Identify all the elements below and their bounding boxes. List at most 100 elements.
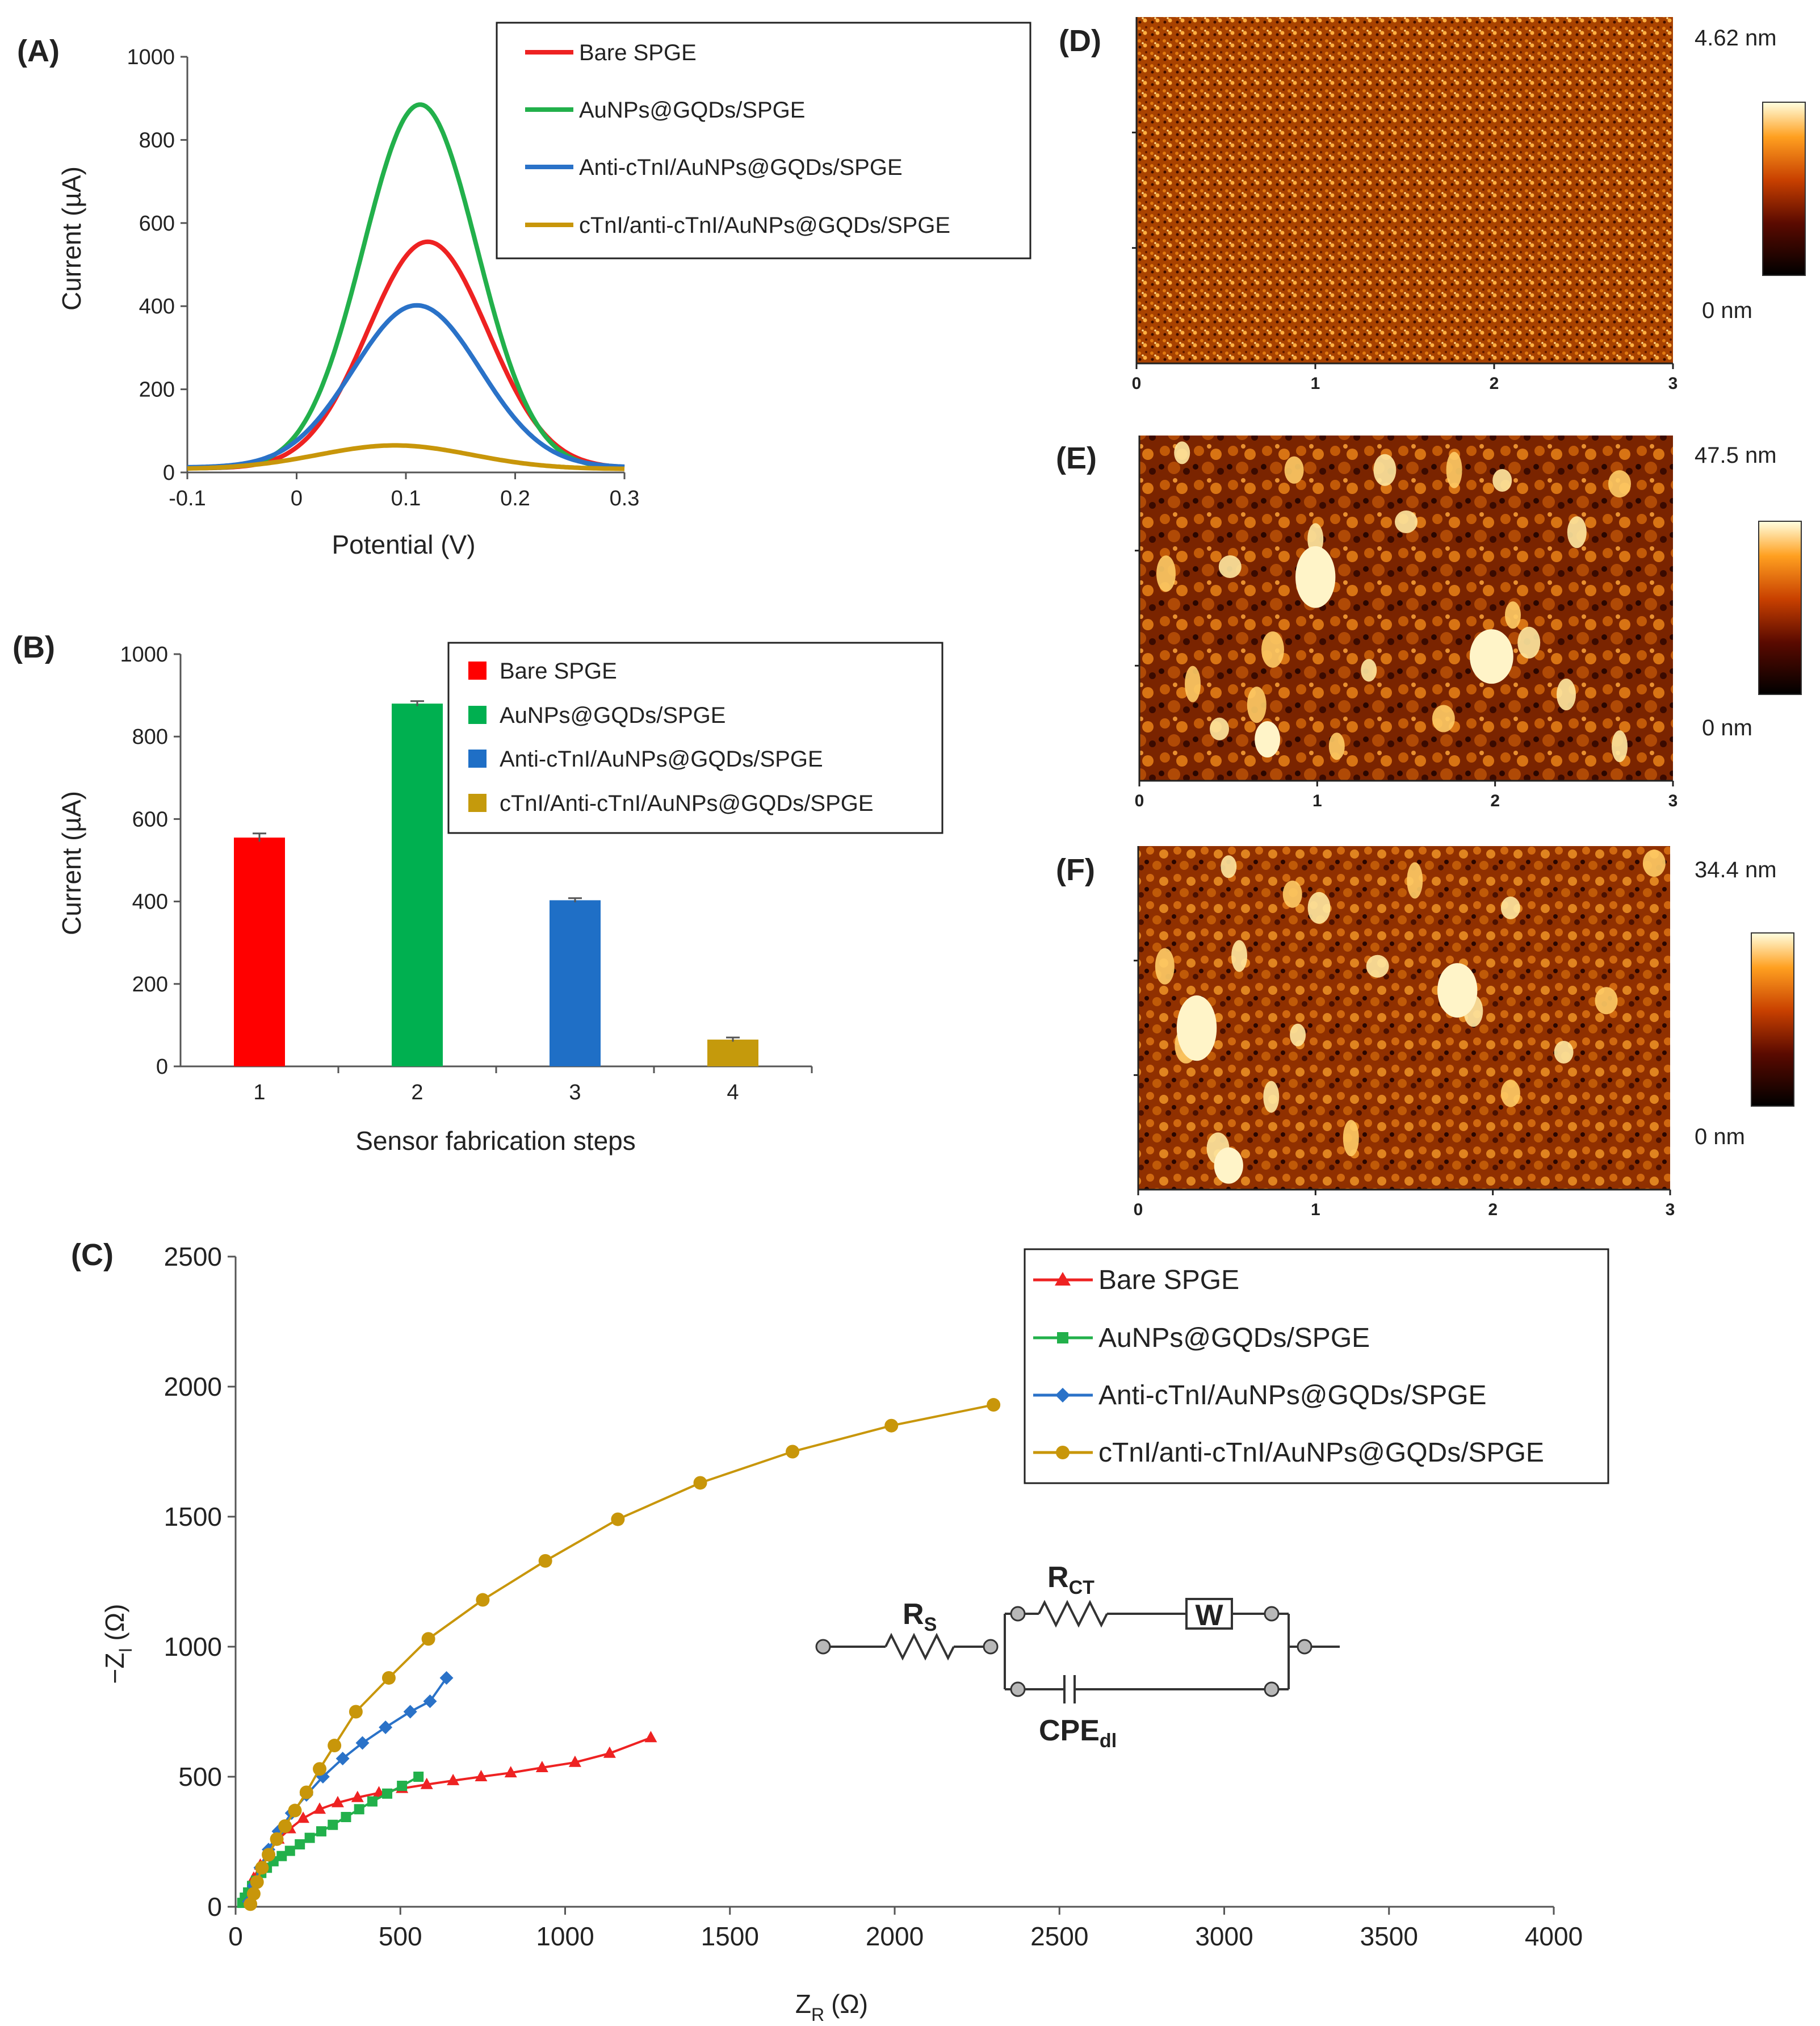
panel-c-point-diamond [379,1720,393,1734]
afm-grain [1446,451,1462,488]
panel-c-x-tick-label: 2500 [1030,1922,1088,1951]
panel-b-y-axis-label: Current (µA) [57,791,86,935]
rs-resistor [884,1632,955,1661]
afm-grain [1284,456,1304,484]
panel-c-point-triangle [447,1773,460,1785]
panel-c-y-axis-label: −ZI (Ω) [100,1604,136,1684]
rct-resistor [1038,1600,1108,1628]
panel-b-legend-box [447,642,943,834]
afm-grain [1247,687,1267,723]
afm-image-f [1138,846,1670,1190]
afm-x-tick-label: 0 [1135,792,1144,810]
panel-c-x-tick-label: 1000 [536,1922,594,1951]
afm-grain [1395,510,1418,533]
panel-a-legend: Bare SPGE AuNPs@GQDs/SPGE Anti-cTnI/AuNP… [496,22,1031,259]
panel-a-series [187,102,625,471]
warburg-label: W [1195,1599,1223,1632]
afm-grain [1517,626,1541,659]
legend-c-swatch-bare-marker [1055,1272,1071,1286]
circuit-nodes [815,1606,1312,1697]
afm-d-axis: 0 1 2 3 [1132,17,1678,393]
afm-grain [1156,555,1176,592]
panel-b-y-tick-label: 800 [132,725,168,749]
circuit-node [1010,1681,1026,1697]
panel-c-series-line-3 [248,1677,448,1902]
panel-c-point-circle [611,1512,625,1526]
afm-f-min: 0 nm [1695,1124,1745,1149]
panel-c-series-line-4 [249,1404,994,1905]
panel-a-y-tick-label: 800 [139,128,175,152]
panel-c-point-circle [255,1861,269,1875]
panel-c-point-circle [244,1897,258,1911]
panel-b-bar-1 [234,838,285,1066]
panel-a-x-tick-label: 0 [291,487,303,510]
panel-c-point-circle [328,1739,342,1753]
afm-large-grain [1470,629,1513,684]
panel-c-axes: 0 500 1000 1500 2000 2500 0 500 1000 1500 2000 2500… [164,1242,1583,1951]
equivalent-circuit [823,1598,1340,1703]
afm-e-features [1156,441,1631,763]
rs-label: RS [903,1598,937,1635]
panel-c-point-square [397,1781,408,1791]
afm-large-grain [1214,1147,1243,1184]
cpe-label: CPEdl [1039,1714,1117,1752]
circuit-node [815,1639,831,1655]
legend-c-bare: Bare SPGE [1098,1265,1239,1295]
panel-c-point-circle [786,1445,800,1459]
panel-c-point-square [328,1819,338,1830]
panel-b-y-tick-label: 400 [132,890,168,914]
afm-x-tick-label: 3 [1666,1200,1675,1219]
panel-c-point-square [341,1811,351,1822]
panel-c-point-circle [270,1832,284,1846]
panel-c-point-circle [299,1785,313,1799]
circuit-node [1297,1639,1312,1655]
afm-grain [1554,1041,1574,1064]
panel-d: (D) 0 1 2 3 4.62 nm 0 nm [1059,17,1806,393]
panel-b-bar-3 [550,900,601,1066]
afm-image-e [1139,436,1673,781]
panel-c-x-tick-label: 4000 [1525,1922,1583,1951]
panel-c-point-circle [987,1398,1001,1412]
afm-grain [1307,891,1331,924]
afm-grain [1343,1120,1359,1157]
legend-a-anti: Anti-cTnI/AuNPs@GQDs/SPGE [579,155,903,180]
panel-c-point-circle [381,1671,396,1685]
afm-large-grain [1437,963,1478,1018]
panel-c-point-circle [250,1875,264,1889]
panel-a-y-tick-label: 0 [163,461,175,485]
afm-d-max: 4.62 nm [1695,26,1777,51]
legend-b-swatch-anti [468,750,487,768]
panel-e-label: (E) [1056,441,1097,475]
afm-grain [1407,862,1423,899]
panel-c-point-square [304,1832,315,1843]
panel-c-point-triangle [313,1802,326,1814]
afm-large-grain [1255,721,1281,758]
afm-grain [1567,516,1587,549]
panel-c-x-tick-label: 2000 [866,1922,924,1951]
panel-c-point-circle [278,1819,292,1834]
panel-c-point-diamond [336,1751,350,1765]
panel-c-point-square [354,1804,364,1815]
panel-a-y-axis-label: Current (µA) [57,166,86,311]
afm-grain [1263,1081,1280,1113]
afm-f-axis: 0 1 2 3 [1134,846,1675,1219]
panel-c-point-triangle [372,1786,385,1798]
panel-c-point-triangle [603,1746,616,1758]
panel-b-x-tick-label: 2 [411,1081,423,1104]
panel-a-x-tick-label: 0.1 [391,487,421,510]
panel-a-x-tick-label: 0.3 [610,487,640,510]
panel-b-x-tick-label: 4 [727,1081,739,1104]
panel-c-point-square [276,1851,287,1861]
afm-x-tick-label: 1 [1312,792,1322,810]
panel-c-y-tick-label: 500 [178,1762,222,1791]
panel-a-y-tick-label: 400 [139,295,175,319]
panel-c-point-square [295,1839,305,1850]
panel-b-legend: Bare SPGE AuNPs@GQDs/SPGE Anti-cTnI/AuNP… [447,642,943,834]
panel-c-point-circle [288,1803,302,1818]
afm-x-tick-label: 3 [1668,792,1678,810]
legend-a-bare: Bare SPGE [579,40,697,65]
afm-d-min: 0 nm [1702,298,1752,323]
afm-grain [1174,441,1190,464]
